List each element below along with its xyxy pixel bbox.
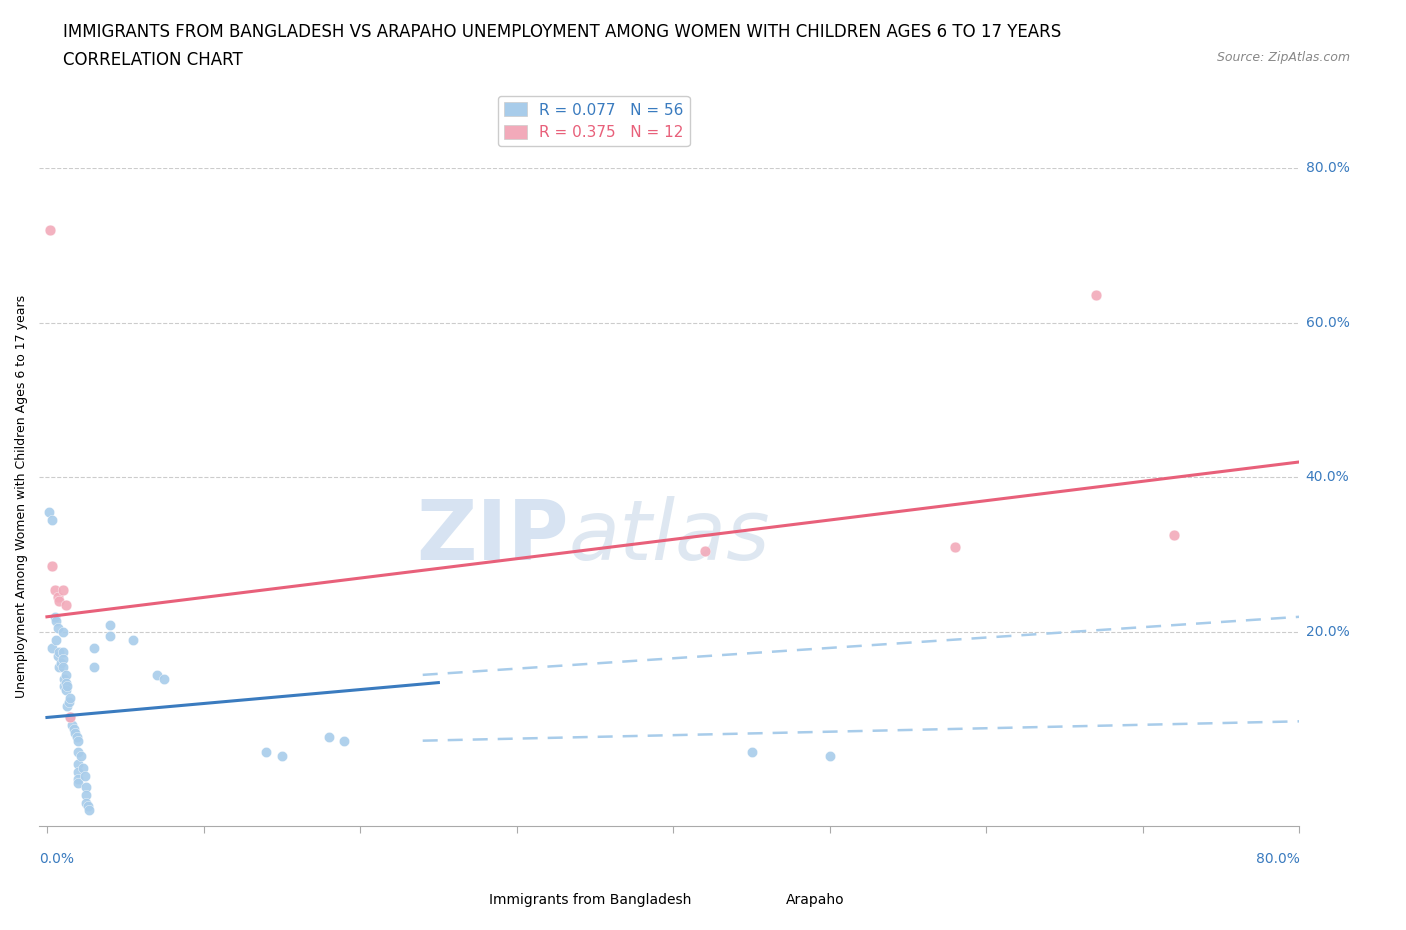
- Point: [67, 776, 90, 790]
- Point: [62, 722, 84, 737]
- Point: [59, 710, 82, 724]
- Point: [44, 609, 66, 624]
- Text: 0.0%: 0.0%: [39, 852, 75, 866]
- Point: [75, 795, 97, 810]
- Point: [818, 749, 841, 764]
- Point: [45, 632, 67, 647]
- Point: [1163, 528, 1185, 543]
- Legend: R = 0.077   N = 56, R = 0.375   N = 12: R = 0.077 N = 56, R = 0.375 N = 12: [498, 97, 689, 146]
- Text: ZIP: ZIP: [416, 496, 568, 577]
- Point: [56, 679, 79, 694]
- Text: 60.0%: 60.0%: [1306, 315, 1350, 329]
- Point: [49, 656, 72, 671]
- Point: [67, 733, 90, 748]
- Point: [943, 539, 966, 554]
- Point: [77, 803, 100, 817]
- Point: [37, 505, 59, 520]
- Point: [318, 729, 340, 744]
- Point: [53, 679, 76, 694]
- Point: [75, 779, 97, 794]
- Point: [45, 613, 67, 628]
- Point: [122, 632, 145, 647]
- Point: [46, 648, 69, 663]
- Point: [58, 695, 80, 710]
- Point: [41, 559, 63, 574]
- Text: 80.0%: 80.0%: [1306, 161, 1350, 175]
- Point: [52, 644, 75, 659]
- Point: [63, 725, 86, 740]
- Point: [83, 641, 105, 656]
- Text: IMMIGRANTS FROM BANGLADESH VS ARAPAHO UNEMPLOYMENT AMONG WOMEN WITH CHILDREN AGE: IMMIGRANTS FROM BANGLADESH VS ARAPAHO UN…: [63, 23, 1062, 41]
- Point: [76, 799, 98, 814]
- Point: [693, 543, 716, 558]
- Point: [740, 745, 762, 760]
- Point: [55, 683, 77, 698]
- Point: [59, 691, 82, 706]
- Point: [60, 718, 83, 733]
- Point: [41, 641, 63, 656]
- Y-axis label: Unemployment Among Women with Children Ages 6 to 17 years: Unemployment Among Women with Children A…: [15, 295, 28, 698]
- Text: 80.0%: 80.0%: [1256, 852, 1299, 866]
- Point: [333, 733, 356, 748]
- Point: [83, 659, 105, 674]
- Point: [52, 625, 75, 640]
- Point: [72, 761, 94, 776]
- Point: [56, 698, 79, 713]
- Point: [44, 582, 66, 597]
- Point: [153, 671, 176, 686]
- Point: [98, 629, 121, 644]
- Point: [254, 745, 277, 760]
- Point: [46, 621, 69, 636]
- Point: [59, 710, 82, 724]
- Point: [41, 512, 63, 527]
- Text: CORRELATION CHART: CORRELATION CHART: [63, 51, 243, 69]
- Point: [75, 788, 97, 803]
- Text: 20.0%: 20.0%: [1306, 625, 1350, 639]
- Point: [52, 582, 75, 597]
- Point: [52, 659, 75, 674]
- Point: [48, 594, 70, 609]
- Point: [55, 598, 77, 613]
- Point: [48, 659, 70, 674]
- Text: Arapaho: Arapaho: [786, 893, 845, 907]
- Point: [145, 668, 167, 683]
- Point: [73, 768, 96, 783]
- Text: atlas: atlas: [568, 496, 770, 577]
- Point: [66, 729, 89, 744]
- Text: Immigrants from Bangladesh: Immigrants from Bangladesh: [489, 893, 692, 907]
- Point: [67, 764, 90, 779]
- Point: [46, 590, 69, 604]
- Point: [70, 749, 93, 764]
- Point: [67, 756, 90, 771]
- Point: [52, 652, 75, 667]
- Point: [98, 618, 121, 632]
- Point: [67, 745, 90, 760]
- Text: Source: ZipAtlas.com: Source: ZipAtlas.com: [1216, 51, 1350, 64]
- Point: [55, 675, 77, 690]
- Point: [48, 644, 70, 659]
- Point: [55, 668, 77, 683]
- Point: [1084, 288, 1107, 303]
- Point: [39, 222, 62, 237]
- Text: 40.0%: 40.0%: [1306, 471, 1350, 485]
- Point: [270, 749, 292, 764]
- Point: [53, 671, 76, 686]
- Point: [67, 772, 90, 787]
